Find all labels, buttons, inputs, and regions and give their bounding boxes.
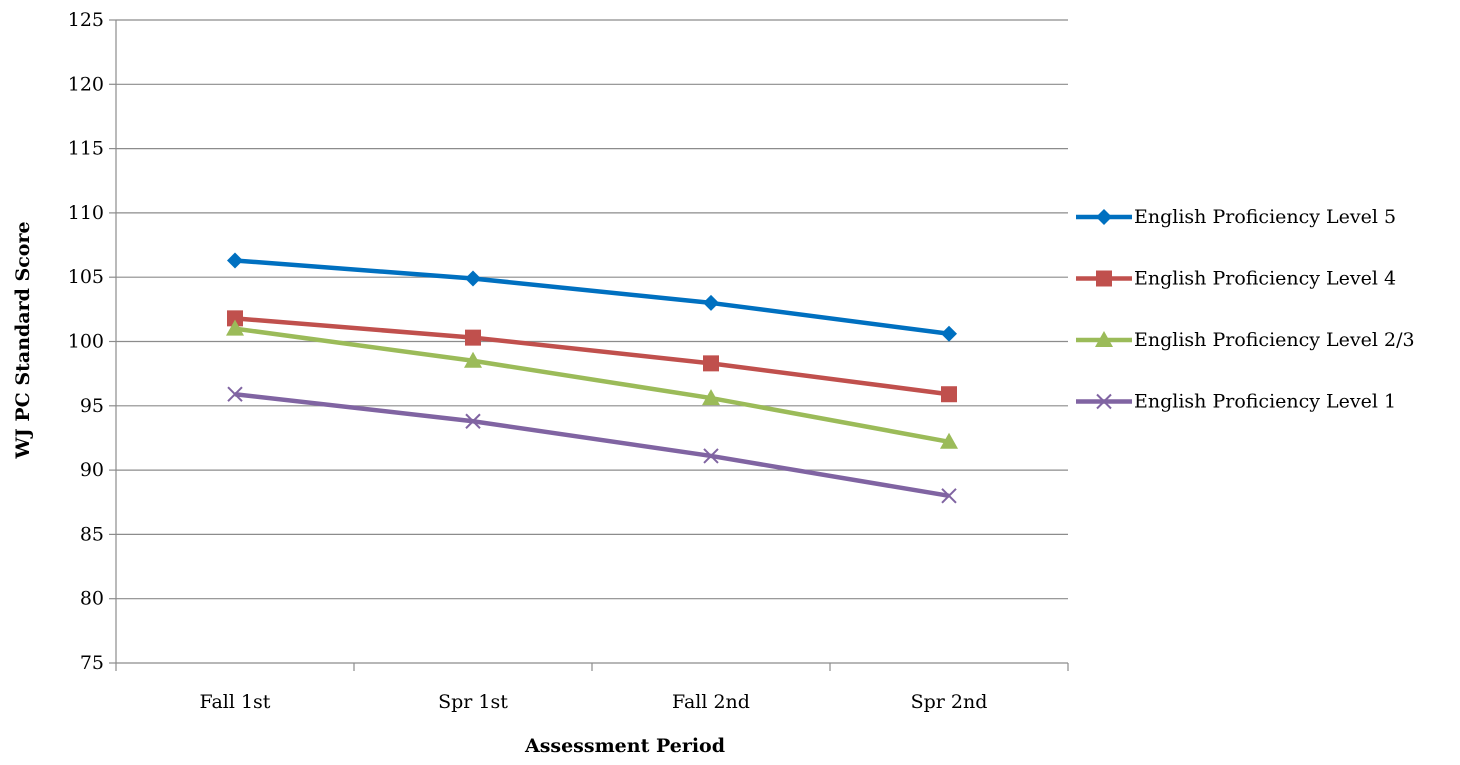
y-tick-label: 110	[68, 202, 104, 224]
legend: English Proficiency Level 5 English Profi…	[1076, 206, 1415, 413]
x-tick-label: Fall 2nd	[672, 691, 750, 713]
y-tick-label: 120	[68, 73, 104, 95]
data-point	[227, 310, 243, 327]
legend-item: English Proficiency Level 4	[1076, 268, 1396, 290]
legend-item: English Proficiency Level 5	[1076, 206, 1396, 228]
series-3	[226, 319, 958, 449]
y-tick-label: 100	[68, 331, 104, 353]
data-point	[941, 488, 957, 504]
y-tick-label: 105	[68, 266, 104, 288]
data-point	[464, 351, 482, 368]
series-2	[227, 310, 957, 403]
legend-label: English Proficiency Level 1	[1134, 391, 1396, 413]
series-lines	[226, 252, 958, 504]
data-point	[465, 413, 481, 429]
series-1	[227, 252, 957, 342]
data-point	[703, 448, 719, 464]
y-tick-label: 85	[80, 523, 104, 545]
data-point	[227, 252, 243, 269]
series-line	[234, 326, 950, 445]
y-tick-label: 95	[80, 395, 104, 417]
y-tick-label: 80	[80, 588, 104, 610]
series-line	[234, 258, 950, 337]
legend-item: English Proficiency Level 2/3	[1076, 329, 1415, 351]
y-tick-label: 90	[80, 459, 104, 481]
data-point	[941, 325, 957, 342]
data-point	[941, 386, 957, 403]
data-point	[703, 294, 719, 311]
data-point	[940, 432, 958, 449]
data-point	[227, 386, 243, 402]
y-tick-label: 115	[68, 138, 104, 160]
data-point	[703, 355, 719, 372]
x-axis-title: Assessment Period	[524, 735, 725, 757]
legend-label: English Proficiency Level 2/3	[1134, 329, 1415, 351]
y-axis-title: WJ PC Standard Score	[12, 221, 34, 459]
x-tick-label: Spr 2nd	[911, 691, 988, 713]
y-tick-label: 75	[80, 652, 104, 674]
x-tick-label: Fall 1st	[200, 691, 271, 713]
legend-marker	[1096, 209, 1112, 225]
series-line	[234, 391, 950, 499]
series-line	[234, 316, 950, 397]
gridlines	[116, 19, 1068, 600]
x-tick-label: Spr 1st	[438, 691, 508, 713]
legend-label: English Proficiency Level 5	[1134, 206, 1396, 228]
legend-marker	[1095, 331, 1113, 347]
data-point	[226, 319, 244, 336]
legend-marker	[1096, 393, 1112, 410]
legend-label: English Proficiency Level 4	[1134, 268, 1396, 290]
data-point	[465, 329, 481, 346]
series-4	[227, 386, 957, 504]
data-point	[702, 389, 720, 406]
axes: 75 80 85 90 95 100 105 110 115 120 125 Fall 1st Spr …	[68, 9, 1069, 713]
legend-item: English Proficiency Level 1	[1076, 391, 1396, 413]
data-point	[465, 270, 481, 287]
y-tick-label: 125	[68, 9, 104, 31]
legend-marker	[1096, 270, 1112, 287]
